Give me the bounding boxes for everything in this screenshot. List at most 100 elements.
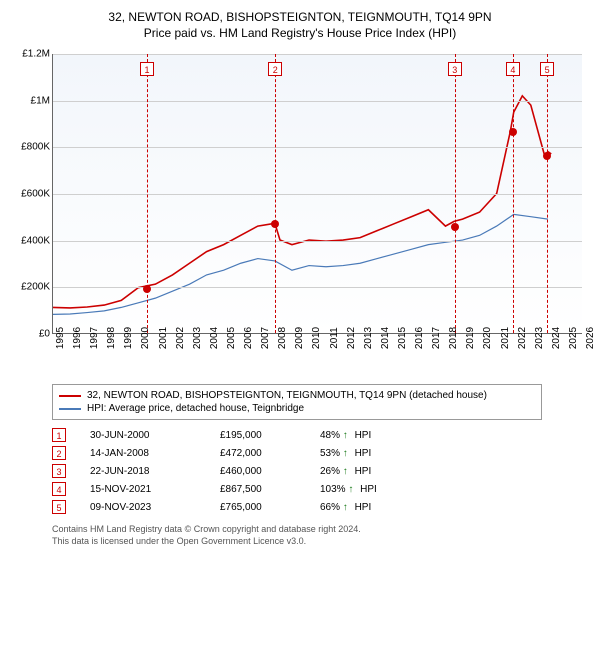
chart-container: 32, NEWTON ROAD, BISHOPSTEIGNTON, TEIGNM… [0,0,600,559]
plot-region: 12345 [52,54,582,334]
sale-marker [271,220,279,228]
sale-marker [509,128,517,136]
x-axis-label: 2008 [277,327,288,349]
x-axis-label: 2003 [192,327,203,349]
sale-marker [143,285,151,293]
legend-swatch [59,395,81,397]
event-line [547,54,548,333]
sale-marker [451,223,459,231]
legend-label: HPI: Average price, detached house, Teig… [87,403,304,414]
x-axis-label: 2024 [551,327,562,349]
sales-pct: 103% ↑ HPI [320,484,400,495]
gridline [53,54,582,55]
sales-price: £460,000 [220,466,320,477]
x-axis-label: 2014 [380,327,391,349]
sales-price: £765,000 [220,502,320,513]
sales-index: 2 [52,446,66,460]
x-axis-label: 2022 [517,327,528,349]
x-axis-label: 2021 [500,327,511,349]
event-marker-box: 3 [448,62,462,76]
up-arrow-icon: ↑ [348,484,353,495]
legend-item: HPI: Average price, detached house, Teig… [59,402,535,415]
sales-date: 30-JUN-2000 [90,430,220,441]
sales-pct: 53% ↑ HPI [320,448,400,459]
y-axis-label: £200K [12,282,50,293]
y-axis-label: £1.2M [12,49,50,60]
sales-pct: 48% ↑ HPI [320,430,400,441]
sales-row: 4 15-NOV-2021£867,500103% ↑ HPI [52,480,542,498]
sale-marker [543,152,551,160]
up-arrow-icon: ↑ [343,502,348,513]
x-axis-label: 2020 [482,327,493,349]
x-axis-label: 2010 [311,327,322,349]
sales-pct: 26% ↑ HPI [320,466,400,477]
x-axis-label: 2002 [175,327,186,349]
x-axis-label: 2023 [534,327,545,349]
x-axis-label: 2012 [346,327,357,349]
footer: Contains HM Land Registry data © Crown c… [52,524,542,547]
x-axis-label: 2006 [243,327,254,349]
x-axis-label: 2004 [209,327,220,349]
x-axis-label: 2000 [140,327,151,349]
x-axis-label: 2025 [568,327,579,349]
x-axis-label: 1998 [106,327,117,349]
legend: 32, NEWTON ROAD, BISHOPSTEIGNTON, TEIGNM… [52,384,542,420]
sales-date: 09-NOV-2023 [90,502,220,513]
footer-line-2: This data is licensed under the Open Gov… [52,536,542,548]
sales-date: 14-JAN-2008 [90,448,220,459]
x-axis-label: 2007 [260,327,271,349]
event-line [455,54,456,333]
x-axis-label: 2013 [363,327,374,349]
sales-index: 5 [52,500,66,514]
up-arrow-icon: ↑ [343,448,348,459]
sales-index: 1 [52,428,66,442]
sales-row: 1 30-JUN-2000£195,00048% ↑ HPI [52,426,542,444]
series-price-paid [53,96,551,308]
x-axis-label: 2026 [585,327,596,349]
event-marker-box: 5 [540,62,554,76]
x-axis-label: 2016 [414,327,425,349]
sales-index: 3 [52,464,66,478]
y-axis-label: £800K [12,142,50,153]
legend-swatch [59,408,81,410]
y-axis-label: £600K [12,189,50,200]
x-axis-label: 2015 [397,327,408,349]
sales-date: 22-JUN-2018 [90,466,220,477]
x-axis-label: 2017 [431,327,442,349]
sales-price: £867,500 [220,484,320,495]
event-line [513,54,514,333]
gridline [53,241,582,242]
sales-row: 3 22-JUN-2018£460,00026% ↑ HPI [52,462,542,480]
y-axis-label: £0 [12,329,50,340]
x-axis-label: 2001 [158,327,169,349]
sales-row: 2 14-JAN-2008£472,00053% ↑ HPI [52,444,542,462]
up-arrow-icon: ↑ [343,430,348,441]
sales-date: 15-NOV-2021 [90,484,220,495]
sales-table: 1 30-JUN-2000£195,00048% ↑ HPI 2 14-JAN-200… [52,426,542,516]
x-axis-label: 1996 [72,327,83,349]
y-axis-label: £400K [12,235,50,246]
event-marker-box: 2 [268,62,282,76]
event-marker-box: 1 [140,62,154,76]
x-axis-label: 1995 [55,327,66,349]
sales-pct: 66% ↑ HPI [320,502,400,513]
up-arrow-icon: ↑ [343,466,348,477]
chart-subtitle: Price paid vs. HM Land Registry's House … [10,26,590,40]
series-hpi [53,214,548,314]
sales-price: £472,000 [220,448,320,459]
sales-price: £195,000 [220,430,320,441]
event-line [275,54,276,333]
gridline [53,287,582,288]
footer-line-1: Contains HM Land Registry data © Crown c… [52,524,542,536]
y-axis-label: £1M [12,95,50,106]
x-axis-label: 2005 [226,327,237,349]
gridline [53,101,582,102]
x-axis-label: 2019 [465,327,476,349]
sales-row: 5 09-NOV-2023£765,00066% ↑ HPI [52,498,542,516]
chart-area: 12345 £0£200K£400K£600K£800K£1M£1.2M1995… [10,48,590,378]
gridline [53,194,582,195]
x-axis-label: 2011 [329,327,340,349]
x-axis-label: 2009 [294,327,305,349]
x-axis-label: 2018 [448,327,459,349]
sales-index: 4 [52,482,66,496]
